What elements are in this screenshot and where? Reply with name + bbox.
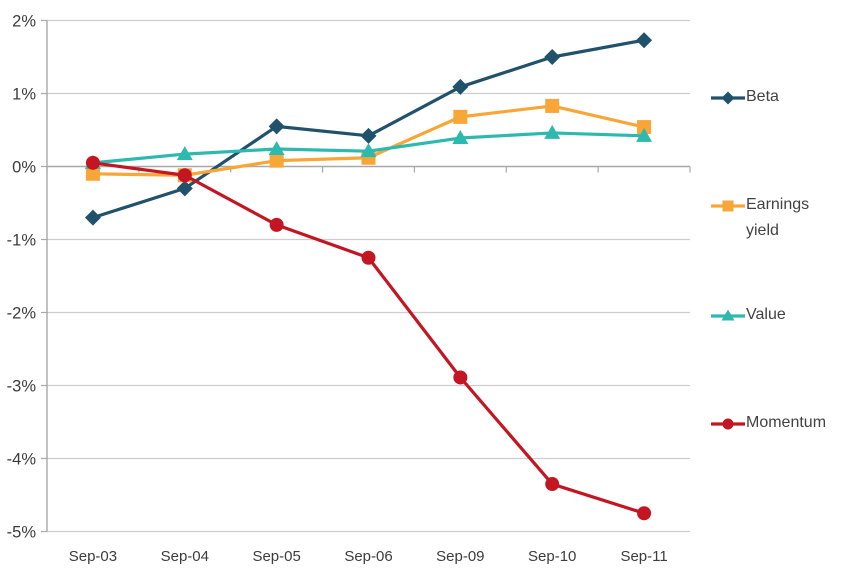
circle-marker [269, 217, 284, 232]
y-axis-tick-label: 0% [12, 159, 36, 177]
y-axis-tick-label: -5% [7, 524, 37, 542]
circle-marker [637, 506, 652, 521]
y-axis-tick-label: -3% [7, 378, 37, 396]
y-axis-tick-label: -4% [7, 451, 37, 469]
triangle-marker [636, 127, 653, 142]
diamond-marker [544, 49, 561, 65]
diamond-marker [636, 32, 653, 49]
circle-marker [85, 155, 100, 170]
x-axis-tick-label: Sep-03 [69, 548, 117, 565]
x-axis-tick-label: Sep-05 [252, 548, 300, 565]
diamond-marker [268, 118, 285, 135]
triangle-marker [176, 146, 193, 161]
y-axis-tick-label: -1% [7, 232, 37, 250]
x-axis-tick-label: Sep-09 [436, 548, 484, 565]
diamond-marker [360, 127, 377, 144]
x-axis-tick-label: Sep-11 [620, 548, 667, 565]
circle-marker [453, 370, 468, 385]
square-marker [269, 153, 284, 168]
x-axis-tick-label: Sep-06 [344, 548, 392, 565]
square-marker [545, 98, 560, 113]
diamond-marker [84, 209, 101, 226]
diamond-marker [176, 180, 193, 197]
triangle-marker [544, 124, 561, 139]
diamond-marker [452, 78, 469, 95]
square-marker [453, 109, 468, 124]
y-axis-tick-label: 1% [12, 86, 36, 104]
y-axis-tick-label: 2% [12, 13, 36, 31]
x-axis-tick-label: Sep-10 [528, 548, 576, 565]
square-marker [637, 120, 652, 135]
circle-marker [177, 168, 192, 183]
circle-marker [361, 250, 376, 265]
circle-marker [545, 477, 560, 492]
triangle-marker [452, 130, 469, 145]
y-axis-tick-label: -2% [7, 305, 37, 323]
square-marker [85, 166, 100, 181]
series-line-momentum [92, 161, 645, 515]
triangle-marker [360, 143, 377, 158]
triangle-marker [268, 140, 285, 155]
x-axis-tick-label: Sep-04 [161, 548, 209, 565]
